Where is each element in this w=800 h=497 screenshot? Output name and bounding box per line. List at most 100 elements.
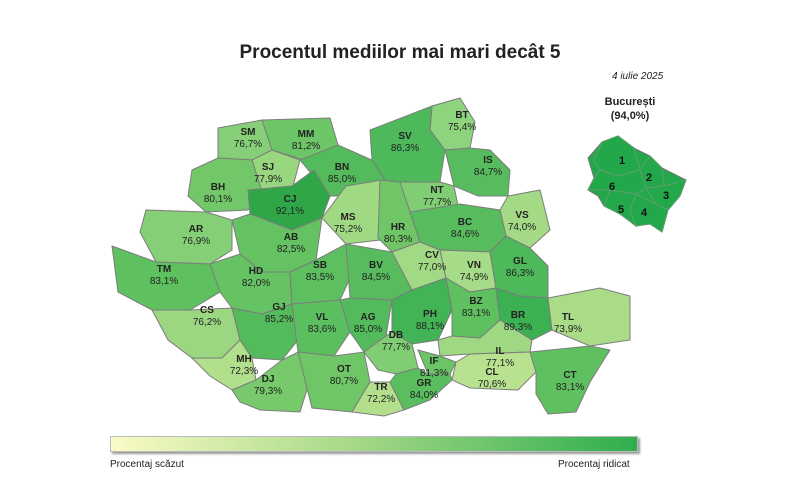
county-code-cv: CV [425,250,439,261]
map-title: Procentul mediilor mai mari decât 5 [239,42,561,63]
county-code-il: IL [496,346,505,357]
county-code-cj: CJ [284,194,297,205]
county-code-vl: VL [316,312,329,323]
county-mh [190,339,257,391]
county-code-bz: BZ [469,296,482,307]
county-cl [451,351,537,391]
county-code-nt: NT [430,185,443,196]
county-value-gl: 86,3% [506,268,534,279]
county-code-sb: SB [313,260,327,271]
county-value-ms: 75,2% [334,224,362,235]
county-tm [111,245,221,311]
county-value-il: 77,1% [486,358,514,369]
county-gr [389,367,453,411]
county-value-gj: 85,2% [265,314,293,325]
county-value-bt: 75,4% [448,122,476,133]
county-value-ar: 76,9% [182,236,210,247]
county-value-bz: 83,1% [462,308,490,319]
county-value-ct: 83,1% [556,382,584,393]
county-code-ph: PH [423,309,437,320]
county-code-bc: BC [458,217,472,228]
county-value-dj: 79,3% [254,386,282,397]
county-ct [529,345,611,415]
county-code-ar: AR [189,224,204,235]
legend-low-label: Procentaj scăzut [110,459,184,470]
county-vl [291,299,351,357]
county-il [437,319,533,357]
county-value-sb: 83,5% [306,272,334,283]
county-value-db: 77,7% [382,342,410,353]
county-value-cs: 76,2% [193,317,221,328]
county-value-bh: 80,1% [204,194,232,205]
county-code-ab: AB [284,232,298,243]
county-value-tr: 72,2% [367,394,395,405]
county-code-tr: TR [374,382,388,393]
county-code-cs: CS [200,305,214,316]
county-code-sm: SM [241,127,256,138]
county-value-ag: 85,0% [354,324,382,335]
county-code-gl: GL [513,256,527,267]
bucuresti-value: (94,0%) [610,110,650,122]
county-value-nt: 77,7% [423,197,451,208]
bucuresti-sector-label-4: 4 [641,207,648,219]
county-value-sm: 76,7% [234,139,262,150]
county-code-gr: GR [417,378,433,389]
county-code-ag: AG [361,312,376,323]
county-code-if: IF [430,356,439,367]
county-value-ot: 80,7% [330,376,358,387]
county-code-vs: VS [515,210,529,221]
county-cs [151,307,241,359]
county-value-vn: 74,9% [460,272,488,283]
county-value-br: 89,3% [504,322,532,333]
county-value-cv: 77,0% [418,262,446,273]
bucuresti-name: București [604,96,656,108]
county-code-db: DB [389,330,403,341]
county-value-hd: 82,0% [242,278,270,289]
county-value-gr: 84,0% [410,390,438,401]
county-code-cl: CL [485,367,498,378]
county-code-bh: BH [211,182,225,193]
bucuresti-sector-label-3: 3 [663,190,669,202]
county-code-vn: VN [467,260,481,271]
county-value-bn: 85,0% [328,174,356,185]
county-value-mm: 81,2% [292,141,320,152]
bucuresti-sector-6 [587,169,647,195]
county-code-ms: MS [341,212,356,223]
county-code-dj: DJ [262,374,275,385]
county-value-tm: 83,1% [150,276,178,287]
county-code-bn: BN [335,162,349,173]
legend-gradient-bar [110,436,638,452]
bucuresti-sector-label-2: 2 [646,172,652,184]
county-if [417,349,457,375]
county-code-bt: BT [455,110,468,121]
county-code-hd: HD [249,266,263,277]
county-value-ph: 88,1% [416,321,444,332]
bucuresti-sector-label-6: 6 [609,181,615,193]
bucuresti-sector-label-5: 5 [618,204,624,216]
county-tl [547,287,631,347]
county-code-is: IS [483,155,493,166]
county-is [444,147,511,197]
county-code-sj: SJ [262,162,274,173]
county-code-mm: MM [298,129,315,140]
county-value-hr: 80,3% [384,234,412,245]
county-code-sv: SV [398,131,412,142]
county-value-bv: 84,5% [362,272,390,283]
county-value-vl: 83,6% [308,324,336,335]
map-date: 4 iulie 2025 [612,71,664,82]
county-value-if: 81,3% [420,368,448,379]
county-value-sj: 77,9% [254,174,282,185]
bucuresti-heading: București (94,0%) [590,95,670,123]
county-value-mh: 72,3% [230,366,258,377]
county-code-gj: GJ [272,302,285,313]
county-value-vs: 74,0% [508,222,536,233]
county-value-cl: 70,6% [478,379,506,390]
county-value-bc: 84,6% [451,229,479,240]
county-value-cj: 92,1% [276,206,304,217]
county-value-tl: 73,9% [554,324,582,335]
bucuresti-sector-label-1: 1 [619,155,625,167]
county-code-br: BR [511,310,526,321]
county-value-sv: 86,3% [391,143,419,154]
county-ar [139,209,233,265]
